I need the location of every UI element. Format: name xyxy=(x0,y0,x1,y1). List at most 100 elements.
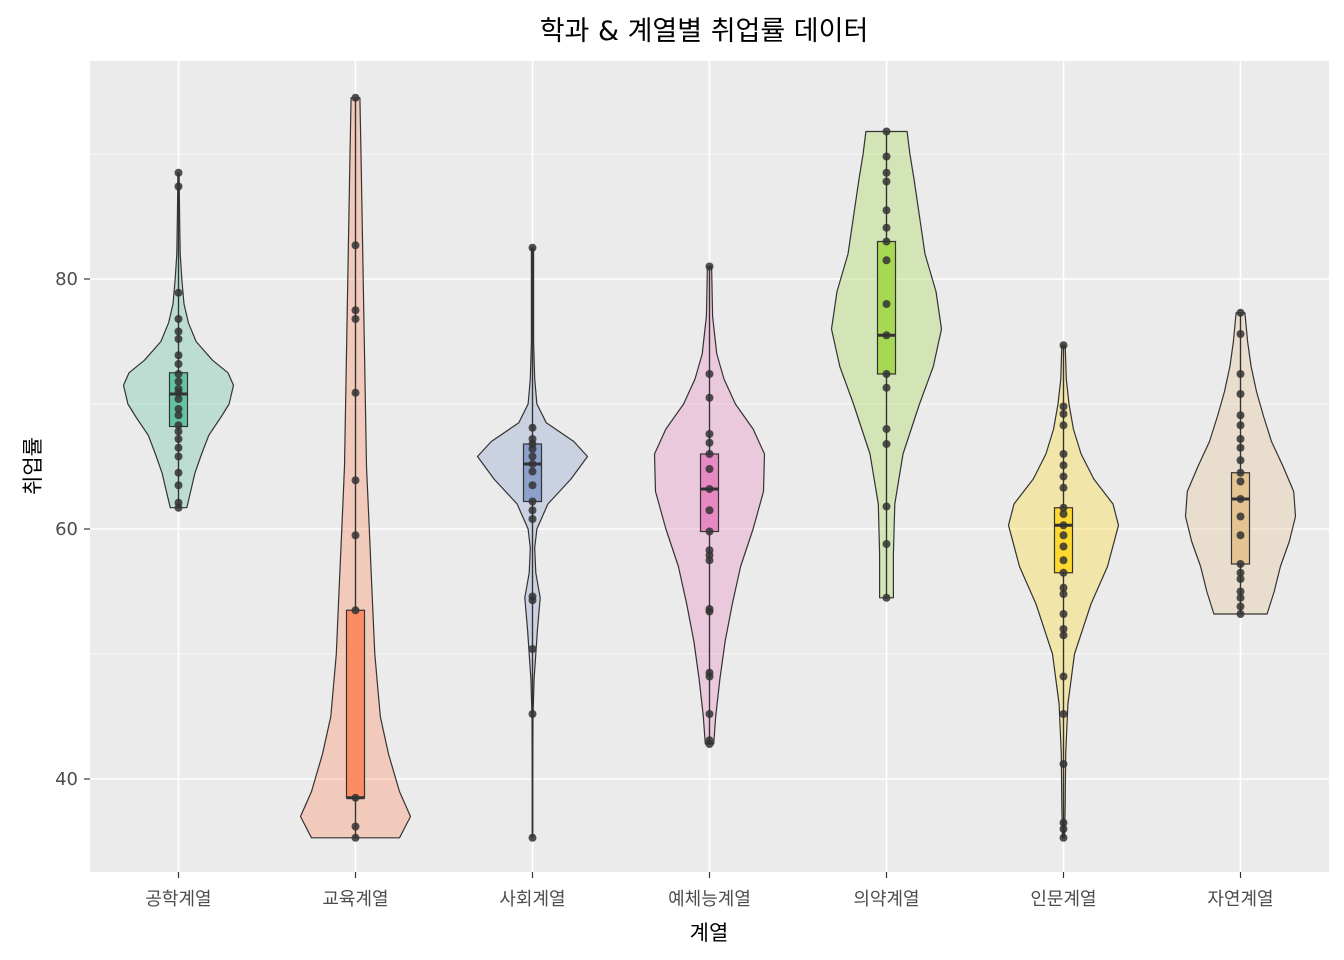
data-point xyxy=(352,823,360,831)
data-point xyxy=(1237,603,1245,611)
data-point xyxy=(1237,435,1245,443)
data-point xyxy=(352,834,360,842)
data-point xyxy=(175,499,183,507)
data-point xyxy=(883,238,891,246)
x-tick-label: 사회계열 xyxy=(499,889,565,910)
y-tick-label: 80 xyxy=(55,269,78,290)
data-point xyxy=(1237,495,1245,503)
x-tick-label: 인문계열 xyxy=(1030,889,1096,910)
data-point xyxy=(883,178,891,186)
data-point xyxy=(352,476,360,484)
data-point xyxy=(352,389,360,397)
data-point xyxy=(1060,710,1068,718)
data-point xyxy=(529,506,537,514)
data-point xyxy=(529,424,537,432)
data-point xyxy=(175,315,183,323)
data-point xyxy=(883,300,891,308)
data-point xyxy=(352,94,360,102)
y-tick-label: 40 xyxy=(55,769,78,790)
data-point xyxy=(529,834,537,842)
data-point xyxy=(529,593,537,601)
data-point xyxy=(706,263,714,271)
data-point xyxy=(175,351,183,359)
data-point xyxy=(1060,341,1068,349)
data-point xyxy=(175,289,183,297)
data-point xyxy=(1060,461,1068,469)
data-point xyxy=(706,450,714,458)
data-point xyxy=(1060,521,1068,529)
data-point xyxy=(529,498,537,506)
data-point xyxy=(175,385,183,393)
x-tick-label: 교육계열 xyxy=(322,889,388,910)
data-point xyxy=(175,183,183,191)
data-point xyxy=(1237,390,1245,398)
data-point xyxy=(175,481,183,489)
data-point xyxy=(1060,625,1068,633)
data-point xyxy=(1060,819,1068,827)
data-point xyxy=(175,328,183,336)
data-point xyxy=(352,306,360,314)
data-point xyxy=(883,206,891,214)
data-point xyxy=(352,606,360,614)
data-point xyxy=(1237,444,1245,452)
y-tick-label: 60 xyxy=(55,519,78,540)
data-point xyxy=(706,370,714,378)
data-point xyxy=(175,360,183,368)
x-tick-label: 자연계열 xyxy=(1207,889,1273,910)
data-point xyxy=(1237,370,1245,378)
data-point xyxy=(1060,584,1068,592)
data-point xyxy=(529,453,537,461)
data-point xyxy=(883,594,891,602)
data-point xyxy=(352,315,360,323)
data-point xyxy=(883,425,891,433)
data-point xyxy=(1237,560,1245,568)
data-point xyxy=(1060,473,1068,481)
data-point xyxy=(1237,456,1245,464)
data-point xyxy=(1237,531,1245,539)
data-point xyxy=(1237,411,1245,419)
data-point xyxy=(1060,556,1068,564)
data-point xyxy=(706,394,714,402)
data-point xyxy=(1060,410,1068,418)
data-point xyxy=(1237,513,1245,521)
data-point xyxy=(175,335,183,343)
x-tick-label: 공학계열 xyxy=(145,889,211,910)
data-point xyxy=(1060,421,1068,429)
data-point xyxy=(175,453,183,461)
data-point xyxy=(1060,531,1068,539)
data-point xyxy=(1060,610,1068,618)
data-point xyxy=(1237,309,1245,317)
data-point xyxy=(175,435,183,443)
data-point xyxy=(883,153,891,161)
data-point xyxy=(706,430,714,438)
data-point xyxy=(529,468,537,476)
x-axis-title: 계열 xyxy=(690,921,729,945)
data-point xyxy=(883,440,891,448)
data-point xyxy=(883,169,891,177)
data-point xyxy=(1237,610,1245,618)
data-point xyxy=(883,224,891,232)
x-tick-label: 의약계열 xyxy=(853,889,919,910)
data-point xyxy=(1237,569,1245,577)
data-point xyxy=(529,460,537,468)
data-point xyxy=(706,669,714,677)
data-point xyxy=(1060,403,1068,411)
data-point xyxy=(883,384,891,392)
data-point xyxy=(1237,469,1245,477)
data-point xyxy=(1060,504,1068,512)
data-point xyxy=(175,378,183,386)
data-point xyxy=(352,531,360,539)
data-point xyxy=(1060,569,1068,577)
data-point xyxy=(1237,478,1245,486)
data-point xyxy=(706,605,714,613)
data-point xyxy=(1237,330,1245,338)
data-point xyxy=(706,710,714,718)
box-iqr xyxy=(347,610,365,798)
data-point xyxy=(175,469,183,477)
data-point xyxy=(529,481,537,489)
data-point xyxy=(706,465,714,473)
data-point xyxy=(883,503,891,511)
data-point xyxy=(883,256,891,264)
data-point xyxy=(529,710,537,718)
